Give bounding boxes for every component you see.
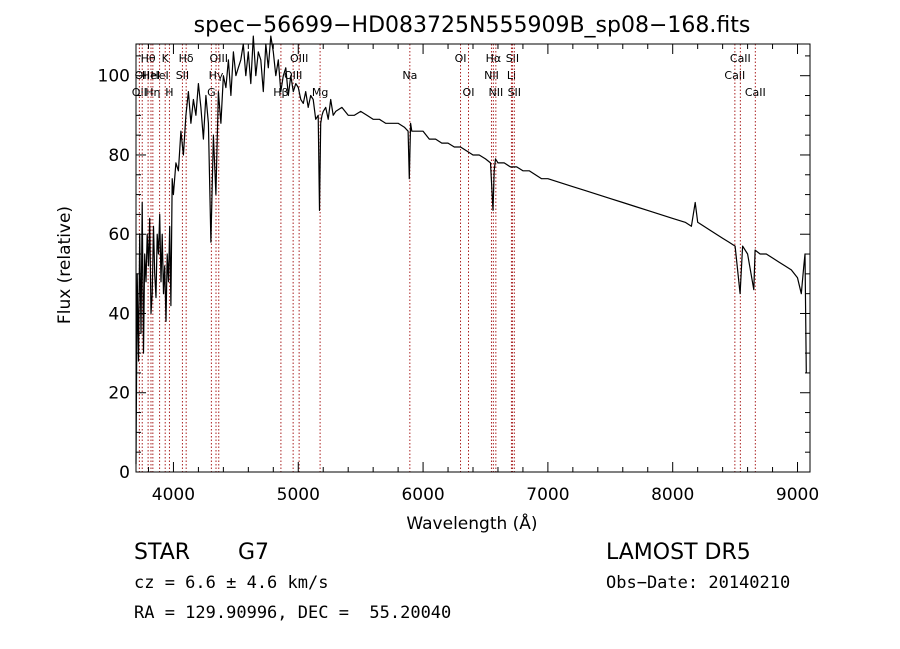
line-label-21: Hα xyxy=(486,52,502,65)
line-label-27: CaII xyxy=(730,52,751,65)
x-tick-label-0: 4000 xyxy=(152,485,195,505)
line-label-14: OIII xyxy=(284,69,302,82)
coordinates: RA = 129.90996, DEC = 55.20040 xyxy=(134,603,452,623)
line-label-9: Hδ xyxy=(179,52,194,65)
line-label-18: OI xyxy=(455,52,467,65)
x-tick-label-5: 9000 xyxy=(776,485,819,505)
survey-name: LAMOST DR5 xyxy=(606,540,751,565)
line-label-25: SII xyxy=(508,86,521,99)
line-label-13: Hβ xyxy=(273,86,288,99)
line-label-10: G xyxy=(207,86,216,99)
axis-ticks: 4000 5000 6000 7000 8000 9000 0 20 40 60 80 100 xyxy=(98,44,819,505)
y-tick-label-3: 60 xyxy=(108,225,130,245)
line-label-24: SII xyxy=(506,52,519,65)
line-label-12: OIII xyxy=(210,52,228,65)
x-tick-label-1: 5000 xyxy=(277,485,320,505)
line-label-6: K xyxy=(162,52,170,65)
spectrum-line-0 xyxy=(135,35,807,465)
line-label-22: NII xyxy=(488,86,503,99)
redshift-cz: cz = 6.6 ± 4.6 km/s xyxy=(134,573,329,593)
line-label-17: Na xyxy=(402,69,417,82)
y-tick-label-2: 40 xyxy=(108,304,130,324)
x-tick-label-3: 7000 xyxy=(526,485,569,505)
object-subclass: G7 xyxy=(238,540,270,565)
observation-date: Obs−Date: 20140210 xyxy=(606,573,791,593)
line-markers: OIIOIIHθHeIHηHeIKHSIIHδGHγOIIIHβOIIIOIII… xyxy=(132,44,766,472)
line-label-23: Li xyxy=(507,69,516,82)
spectrum-line-group xyxy=(135,35,807,465)
plot-frame xyxy=(135,43,811,473)
x-tick-label-2: 6000 xyxy=(401,485,444,505)
line-label-15: OIII xyxy=(290,52,308,65)
y-tick-label-5: 100 xyxy=(98,67,130,87)
y-tick-label-1: 20 xyxy=(108,384,130,404)
y-axis-label: Flux (relative) xyxy=(55,206,75,324)
line-label-3: HeI xyxy=(142,69,160,82)
y-tick-label-4: 80 xyxy=(108,146,130,166)
line-label-20: NII xyxy=(484,69,499,82)
x-axis-label: Wavelength (Å) xyxy=(406,512,537,534)
line-label-4: Hη xyxy=(145,86,160,99)
object-class: STAR xyxy=(134,540,191,565)
spectrum-chart: spec−56699−HD083725N555909B_sp08−168.fit… xyxy=(55,13,819,534)
line-label-19: OI xyxy=(463,86,475,99)
line-label-28: CaII xyxy=(745,86,766,99)
line-label-8: SII xyxy=(176,69,189,82)
line-label-26: CaII xyxy=(724,69,745,82)
line-label-11: Hγ xyxy=(209,69,224,82)
line-label-7: H xyxy=(165,86,173,99)
y-tick-label-0: 0 xyxy=(119,463,130,483)
chart-title: spec−56699−HD083725N555909B_sp08−168.fit… xyxy=(194,13,751,38)
x-tick-label-4: 8000 xyxy=(651,485,694,505)
line-label-16: Mg xyxy=(312,86,328,99)
line-label-2: Hθ xyxy=(141,52,156,65)
line-label-5: HeI xyxy=(150,69,168,82)
